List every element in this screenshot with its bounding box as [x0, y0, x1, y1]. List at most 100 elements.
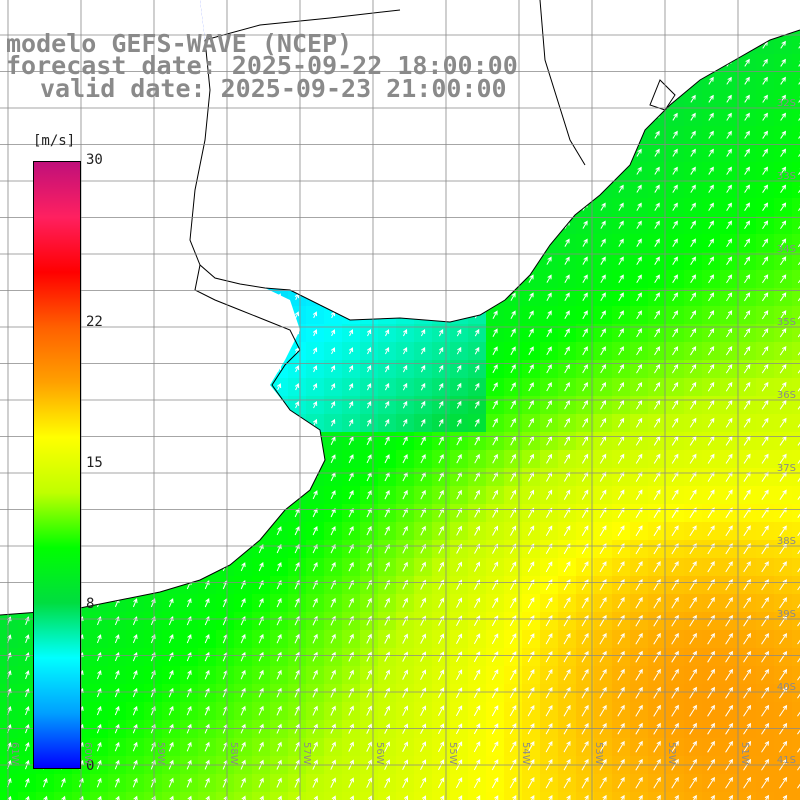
- wind-arrow: [708, 166, 714, 175]
- wind-arrow: [672, 220, 678, 229]
- wind-arrow: [312, 400, 318, 409]
- wind-cell: [792, 72, 800, 91]
- wind-arrow: [258, 705, 264, 716]
- wind-arrow: [384, 364, 390, 373]
- wind-arrow: [672, 184, 678, 193]
- wind-arrow: [707, 776, 715, 789]
- wind-arrow: [708, 202, 714, 211]
- wind-arrow: [600, 292, 606, 302]
- wind-arrow: [707, 453, 715, 464]
- wind-arrow: [204, 723, 210, 734]
- wind-arrow: [761, 686, 770, 699]
- wind-arrow: [779, 328, 787, 338]
- wind-arrow: [762, 220, 769, 230]
- wind-arrow: [258, 615, 264, 626]
- wind-arrow: [438, 525, 444, 536]
- wind-arrow: [545, 740, 553, 753]
- wind-arrow: [258, 723, 264, 734]
- wind-cell: [792, 738, 800, 757]
- wind-arrow: [707, 399, 715, 410]
- wind-arrow: [186, 777, 192, 788]
- wind-arrow: [348, 347, 354, 355]
- wind-arrow: [726, 202, 732, 211]
- wind-arrow: [348, 382, 354, 391]
- wind-arrow: [96, 723, 102, 734]
- wind-arrow: [761, 453, 769, 464]
- wind-arrow: [797, 477, 800, 482]
- wind-arrow: [438, 687, 445, 698]
- border-uruguay: [189, 39, 211, 266]
- wind-cell: [306, 792, 325, 800]
- wind-arrow: [581, 614, 589, 627]
- wind-arrow: [510, 328, 516, 338]
- wind-arrow: [636, 220, 642, 229]
- wind-arrow: [367, 795, 372, 800]
- wind-arrow: [725, 489, 733, 500]
- wind-arrow: [385, 795, 391, 800]
- wind-arrow: [96, 705, 102, 716]
- wind-arrow: [617, 776, 625, 789]
- wind-arrow: [635, 704, 643, 717]
- wind-arrow: [581, 650, 589, 663]
- wind-cell: [468, 792, 487, 800]
- wind-arrow: [635, 776, 643, 789]
- wind-arrow: [743, 471, 751, 482]
- wind-arrow: [581, 740, 589, 753]
- wind-arrow: [330, 365, 336, 373]
- wind-arrow: [599, 525, 607, 537]
- wind-arrow: [456, 418, 462, 427]
- wind-arrow: [186, 633, 192, 644]
- wind-cell: [792, 558, 800, 577]
- wind-arrow: [761, 722, 770, 735]
- wind-arrow: [726, 310, 733, 320]
- wind-arrow: [743, 525, 751, 537]
- wind-arrow: [491, 705, 499, 717]
- wind-arrow: [600, 238, 606, 247]
- wind-arrow: [438, 741, 445, 753]
- wind-arrow: [384, 687, 390, 698]
- wind-cell: [774, 792, 793, 800]
- wind-arrow: [492, 364, 498, 374]
- wind-arrow: [654, 148, 660, 157]
- wind-arrow: [366, 490, 372, 500]
- wind-arrow: [438, 453, 444, 464]
- wind-cell: [792, 108, 800, 127]
- wind-arrow: [420, 400, 426, 409]
- wind-arrow: [456, 346, 462, 355]
- wind-arrow: [600, 202, 606, 211]
- wind-arrow: [671, 596, 679, 609]
- wind-arrow: [366, 418, 372, 427]
- wind-arrow: [114, 669, 120, 680]
- wind-arrow: [294, 723, 300, 734]
- wind-arrow: [689, 561, 697, 573]
- wind-arrow: [620, 794, 625, 800]
- lon-label-9: 52W: [666, 742, 677, 765]
- wind-arrow: [779, 310, 787, 320]
- colorbar-tick-0: 30: [86, 152, 103, 168]
- wind-arrow: [761, 614, 769, 627]
- wind-arrow: [563, 597, 571, 609]
- wind-cell: [252, 792, 271, 800]
- wind-arrow: [527, 525, 535, 536]
- wind-arrow: [527, 651, 535, 663]
- wind-arrow: [761, 381, 769, 392]
- wind-cell: [792, 234, 800, 253]
- wind-arrow: [780, 184, 787, 193]
- wind-arrow: [689, 650, 697, 663]
- wind-arrow: [690, 328, 697, 338]
- wind-arrow: [258, 669, 264, 680]
- wind-arrow: [492, 310, 498, 319]
- wind-arrow: [653, 417, 661, 428]
- wind-arrow: [617, 489, 625, 500]
- wind-cell: [792, 774, 800, 793]
- wind-arrow: [635, 471, 643, 482]
- wind-arrow: [348, 418, 354, 427]
- wind-arrow: [61, 795, 66, 800]
- wind-arrow: [654, 364, 661, 374]
- wind-arrow: [761, 471, 769, 482]
- wind-arrow: [402, 597, 408, 608]
- wind-arrow: [527, 741, 535, 753]
- wind-arrow: [276, 526, 282, 536]
- wind-arrow: [671, 632, 679, 645]
- wind-arrow: [761, 632, 770, 645]
